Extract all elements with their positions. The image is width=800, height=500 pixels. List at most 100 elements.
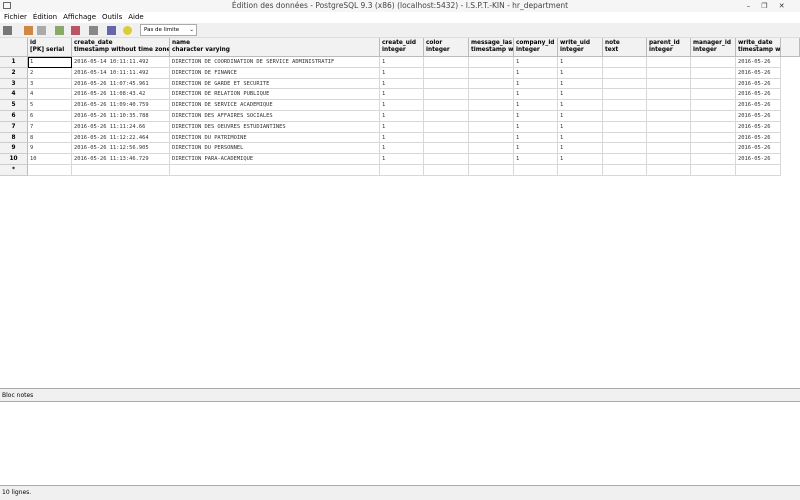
cell[interactable]: DIRECTION DE RELATION PUBLIQUE: [170, 89, 380, 101]
cell[interactable]: 1: [380, 89, 424, 101]
cell[interactable]: DIRECTION DES AFFAIRES SOCIALES: [170, 111, 380, 122]
column-header[interactable]: message_las timestamp w: [469, 38, 514, 57]
row-header[interactable]: 3: [0, 78, 28, 90]
cell[interactable]: [647, 57, 691, 68]
cell[interactable]: 2016-05-26: [736, 78, 781, 90]
cell[interactable]: [691, 143, 736, 155]
cell[interactable]: [424, 78, 469, 90]
tool-button[interactable]: [123, 26, 132, 35]
cell[interactable]: [647, 165, 691, 176]
cell[interactable]: [424, 57, 469, 68]
cell[interactable]: [603, 143, 647, 155]
cell[interactable]: [469, 132, 514, 144]
column-header[interactable]: note text: [603, 38, 647, 57]
cell[interactable]: [603, 57, 647, 68]
cell[interactable]: 1: [380, 121, 424, 133]
row-header[interactable]: 6: [0, 111, 28, 122]
column-header[interactable]: write_date timestamp w: [736, 38, 781, 57]
cell[interactable]: 1: [558, 100, 603, 111]
row-header[interactable]: 4: [0, 89, 28, 101]
cell[interactable]: [736, 165, 781, 176]
column-header[interactable]: company_id integer: [514, 38, 558, 57]
cell[interactable]: [469, 111, 514, 122]
cell[interactable]: 2016-05-26: [736, 111, 781, 122]
cell[interactable]: 2016-05-26 11:12:22.464: [72, 132, 170, 144]
cell[interactable]: 1: [514, 154, 558, 165]
cell[interactable]: 1: [380, 143, 424, 155]
menu-item[interactable]: Affichage: [63, 13, 97, 21]
cell[interactable]: 1: [514, 121, 558, 133]
cell[interactable]: 6: [28, 111, 72, 122]
cell[interactable]: [424, 121, 469, 133]
cell[interactable]: 2016-05-26 11:11:24.66: [72, 121, 170, 133]
cell[interactable]: 4: [28, 89, 72, 101]
tool-button[interactable]: [37, 26, 46, 35]
cell[interactable]: [647, 121, 691, 133]
cell[interactable]: 1: [380, 67, 424, 79]
cell[interactable]: [691, 78, 736, 90]
cell[interactable]: [469, 78, 514, 90]
cell[interactable]: [603, 67, 647, 79]
cell[interactable]: [647, 78, 691, 90]
cell[interactable]: [424, 132, 469, 144]
tool-button[interactable]: [24, 26, 33, 35]
cell[interactable]: DIRECTION DES OEUVRES ESTUDIANTINES: [170, 121, 380, 133]
cell[interactable]: 1: [514, 111, 558, 122]
cell[interactable]: 1: [558, 78, 603, 90]
row-header[interactable]: 5: [0, 100, 28, 111]
notes-area[interactable]: [0, 401, 800, 486]
cell[interactable]: [424, 154, 469, 165]
row-header[interactable]: *: [0, 165, 28, 176]
cell[interactable]: 2016-05-26 11:10:35.788: [72, 111, 170, 122]
cell[interactable]: [691, 121, 736, 133]
cell[interactable]: 1: [380, 78, 424, 90]
row-header[interactable]: 8: [0, 132, 28, 144]
cell[interactable]: [691, 111, 736, 122]
cell[interactable]: [514, 165, 558, 176]
cell[interactable]: [691, 165, 736, 176]
cell[interactable]: 1: [558, 57, 603, 68]
cell[interactable]: DIRECTION PARA-ACADEMIQUE: [170, 154, 380, 165]
cell[interactable]: 1: [514, 57, 558, 68]
cell[interactable]: 1: [558, 132, 603, 144]
cell[interactable]: 2016-05-26: [736, 57, 781, 68]
cell[interactable]: 5: [28, 100, 72, 111]
tool-button[interactable]: [55, 26, 64, 35]
cell[interactable]: [647, 154, 691, 165]
row-header[interactable]: 10: [0, 154, 28, 165]
cell[interactable]: [424, 111, 469, 122]
cell[interactable]: 1: [380, 57, 424, 68]
cell[interactable]: 2016-05-26: [736, 100, 781, 111]
cell[interactable]: 2016-05-26: [736, 143, 781, 155]
cell[interactable]: DIRECTION DU PERSONNEL: [170, 143, 380, 155]
cell[interactable]: [424, 89, 469, 101]
cell[interactable]: 2016-05-26: [736, 89, 781, 101]
cell[interactable]: [469, 154, 514, 165]
column-header[interactable]: name character varying: [170, 38, 380, 57]
cell[interactable]: 2016-05-14 10:11:11.492: [72, 57, 170, 68]
cell[interactable]: 1: [558, 89, 603, 101]
cell[interactable]: 1: [558, 67, 603, 79]
cell[interactable]: DIRECTION DE GARDE ET SECURITE: [170, 78, 380, 90]
column-header[interactable]: id [PK] serial: [28, 38, 72, 57]
menu-item[interactable]: Outils: [102, 13, 123, 21]
cell[interactable]: [647, 132, 691, 144]
cell[interactable]: [603, 89, 647, 101]
cell[interactable]: [603, 132, 647, 144]
cell[interactable]: 1: [558, 121, 603, 133]
cell[interactable]: 1: [514, 143, 558, 155]
cell[interactable]: [424, 67, 469, 79]
cell[interactable]: [603, 100, 647, 111]
cell[interactable]: 2016-05-26 11:09:40.759: [72, 100, 170, 111]
cell[interactable]: [647, 67, 691, 79]
cell[interactable]: 1: [514, 89, 558, 101]
cell[interactable]: 7: [28, 121, 72, 133]
cell[interactable]: 1: [380, 100, 424, 111]
cell[interactable]: [691, 89, 736, 101]
cell[interactable]: [691, 154, 736, 165]
cell[interactable]: 1: [558, 111, 603, 122]
tool-button[interactable]: [71, 26, 80, 35]
column-header[interactable]: manager_id integer: [691, 38, 736, 57]
cell[interactable]: [603, 154, 647, 165]
cell[interactable]: 1: [514, 100, 558, 111]
